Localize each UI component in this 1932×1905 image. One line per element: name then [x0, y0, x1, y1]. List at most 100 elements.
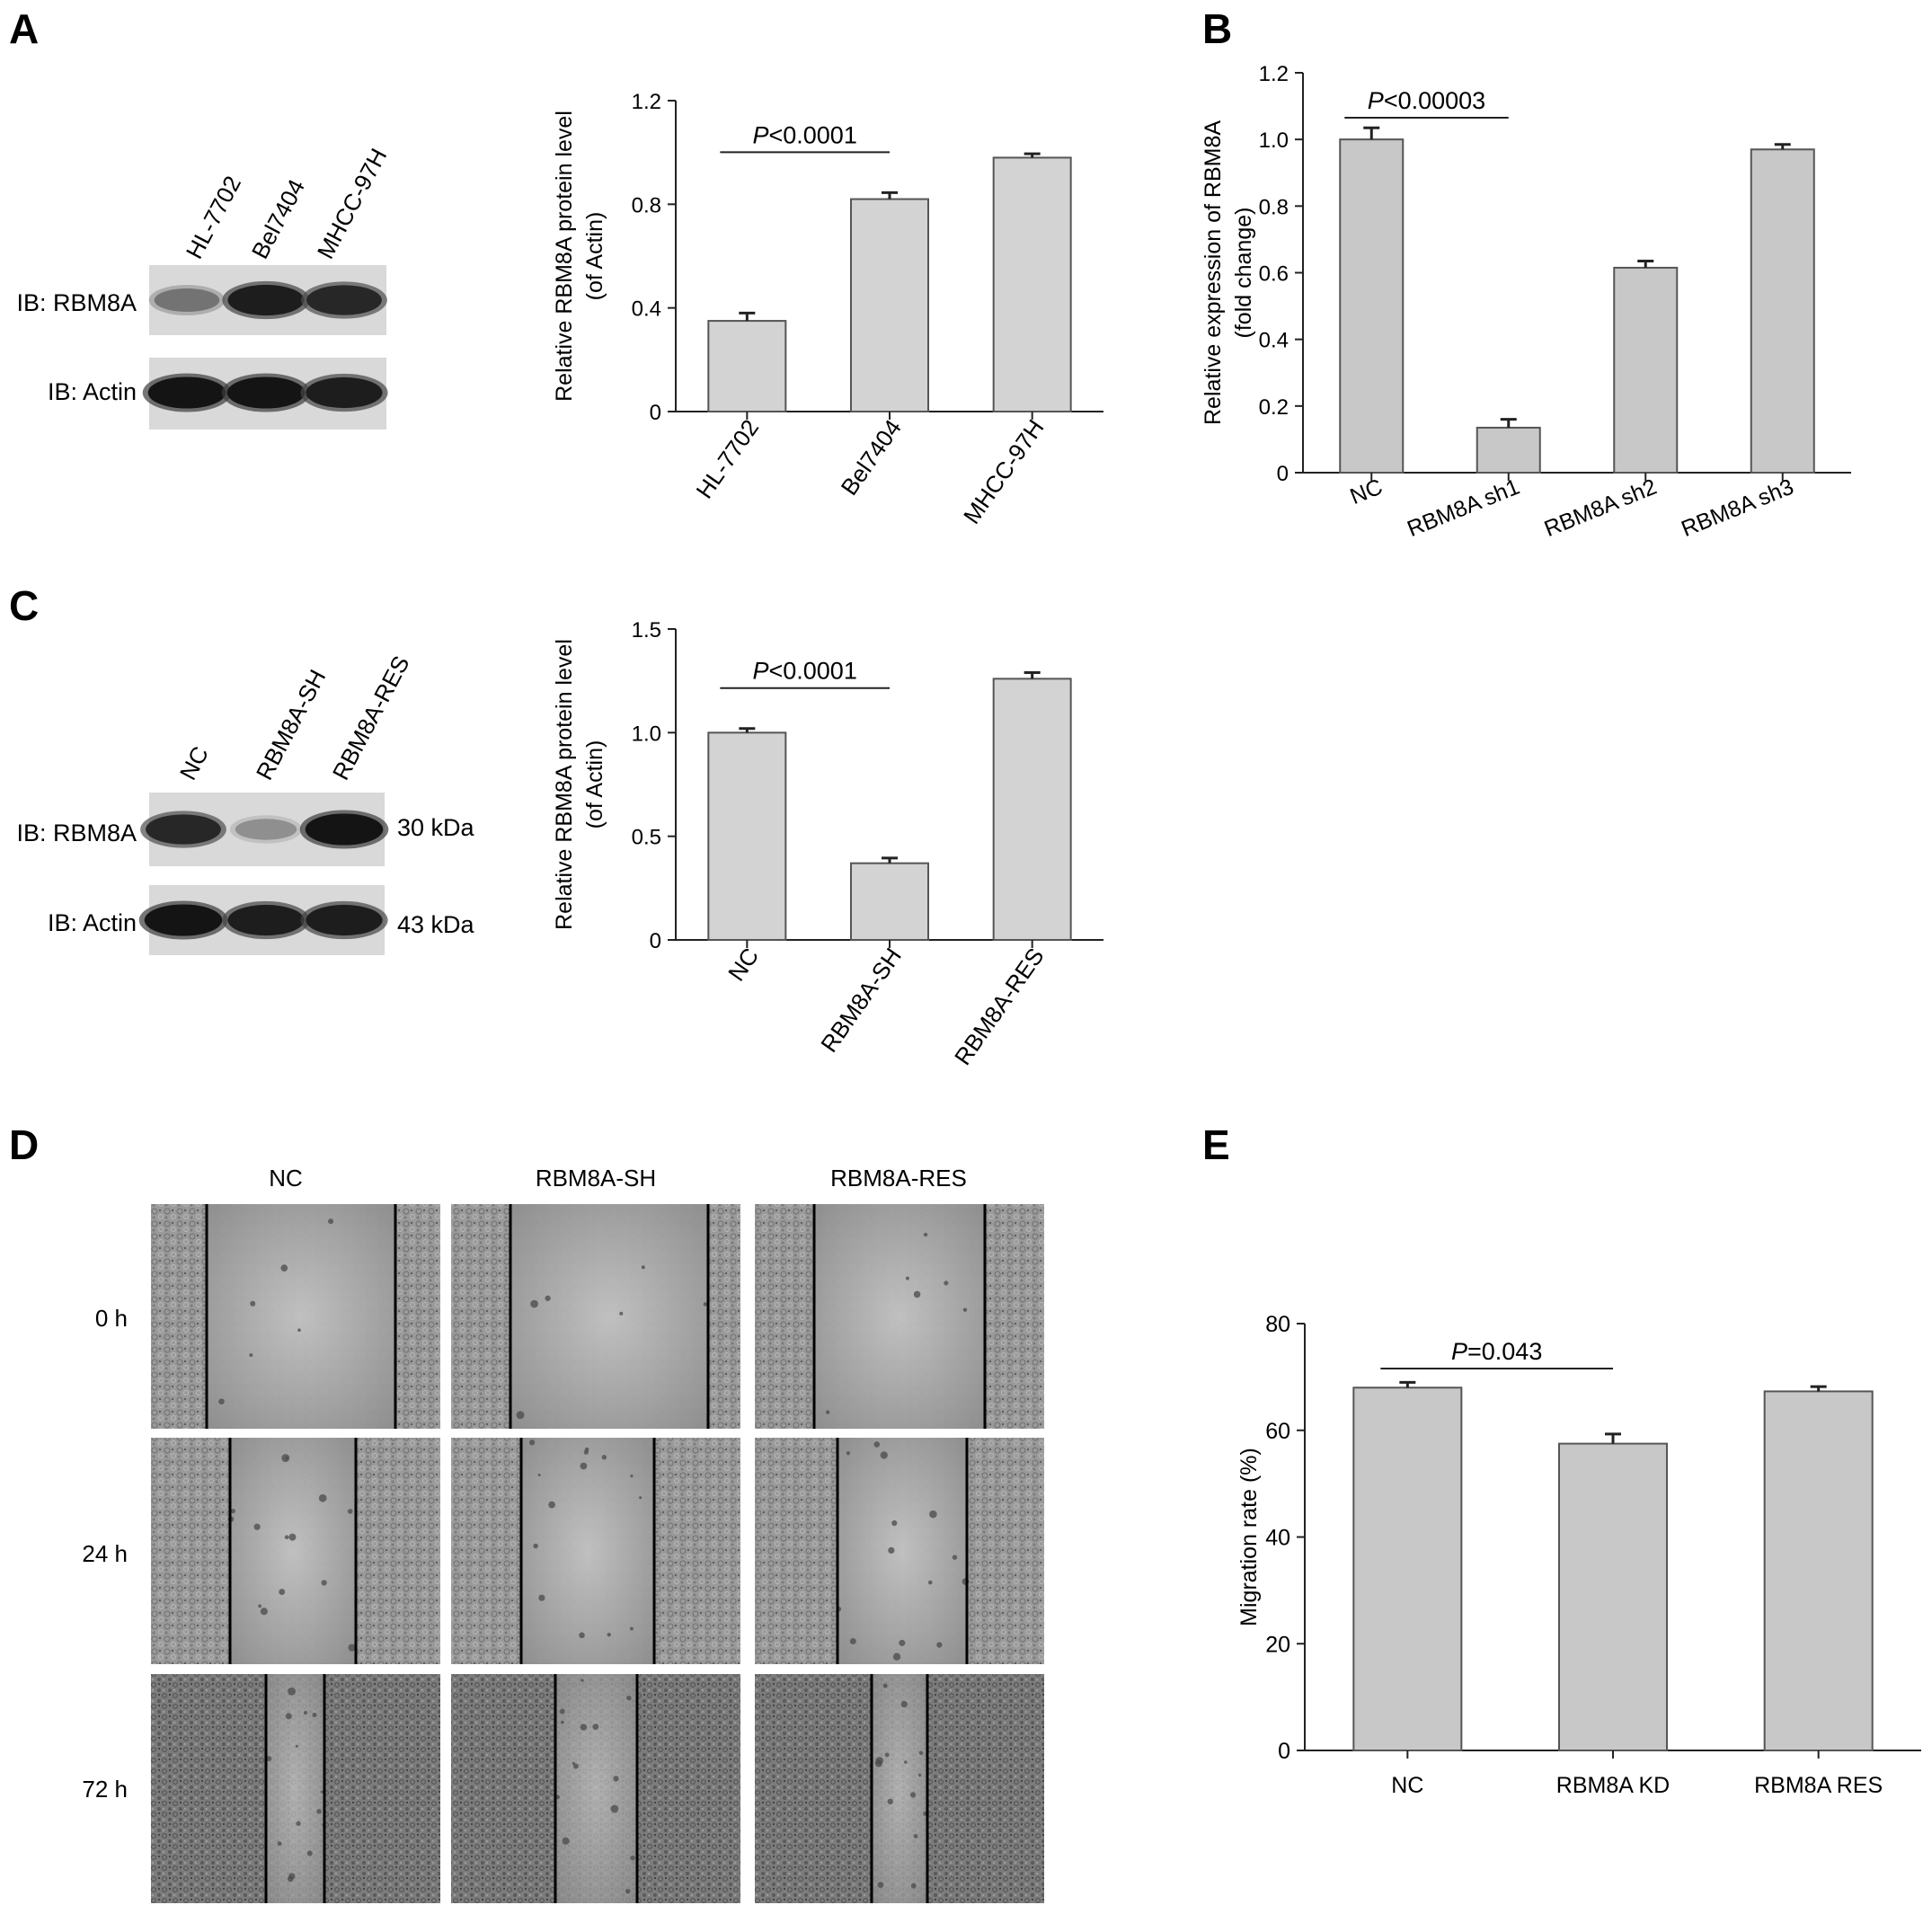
wound-debris	[846, 1451, 850, 1456]
blot-band	[306, 377, 383, 409]
significance-value: <0.0001	[768, 121, 856, 148]
wound-debris	[626, 1696, 632, 1701]
bar	[707, 320, 787, 413]
bar	[850, 862, 929, 941]
wound-debris	[277, 1841, 282, 1847]
bar	[850, 198, 929, 412]
blot-c-lane-label: RBM8A-RES	[327, 651, 415, 784]
blot-band	[154, 288, 220, 313]
blot-c-lane-label: RBM8A-SH	[251, 665, 332, 784]
blot-a-lane-label: Bel7404	[246, 174, 310, 262]
wound-debris	[583, 1449, 589, 1455]
bar	[1352, 1387, 1463, 1751]
wound-debris	[601, 1455, 607, 1460]
y-tick-label: 20	[1265, 1632, 1290, 1657]
wound-debris	[537, 1473, 541, 1476]
y-tick-label: 0.8	[632, 193, 661, 217]
x-tick-label: RBM8A sh1	[1404, 474, 1523, 542]
wound-debris	[580, 1679, 584, 1682]
wound-debris	[630, 1626, 634, 1631]
wound-row-label: 72 h	[82, 1776, 128, 1803]
significance-label: P<0.00003	[1368, 87, 1485, 114]
wound-debris	[917, 1773, 922, 1777]
wound-debris	[347, 1509, 353, 1514]
blot-c: NC RBM8A-SH RBM8A-RES IB: RBM8A 30 kDa I…	[16, 651, 475, 955]
y-axis-label-line: Migration rate (%)	[1236, 1448, 1262, 1626]
wound-row-label: 24 h	[82, 1540, 128, 1567]
wound-debris	[873, 1441, 881, 1448]
blot-band	[147, 377, 226, 409]
bar	[1558, 1442, 1668, 1751]
significance-value: =0.043	[1467, 1338, 1542, 1365]
x-tick-label: RBM8A-RES	[949, 943, 1050, 1069]
wound-debris	[296, 1821, 301, 1827]
wound-debris	[641, 1265, 645, 1270]
wound-debris	[630, 1855, 635, 1861]
y-axis-label: Relative expression of RBM8A (fold change…	[1201, 120, 1256, 425]
wound-debris	[918, 1750, 924, 1756]
wound-debris	[303, 1710, 308, 1715]
wound-debris	[905, 1276, 909, 1280]
wound-gap	[207, 1204, 395, 1429]
wound-debris	[952, 1555, 958, 1560]
wound-debris	[825, 1410, 830, 1414]
wound-debris	[284, 1535, 289, 1539]
wound-gap	[837, 1438, 967, 1664]
wound-debris	[316, 1809, 322, 1814]
wound-col-label: NC	[269, 1165, 303, 1192]
wound-debris	[927, 1580, 933, 1585]
x-tick-label: NC	[722, 943, 764, 986]
wound-debris	[295, 1744, 298, 1748]
wound-debris	[882, 1683, 888, 1688]
significance-p: P	[752, 658, 768, 685]
significance-p: P	[752, 121, 768, 148]
bar	[1339, 138, 1405, 474]
wound-debris	[913, 1290, 921, 1298]
blot-band	[305, 813, 384, 846]
significance-value: <0.0001	[768, 658, 856, 685]
wound-gap	[266, 1674, 324, 1903]
wound-debris	[962, 1307, 968, 1312]
wound-debris	[297, 1328, 301, 1333]
bar	[992, 678, 1072, 941]
wound-debris	[630, 1474, 634, 1478]
blot-a-lane-label: MHCC-97H	[312, 144, 393, 263]
x-tick-label: NC	[1347, 474, 1387, 509]
bar	[1763, 1390, 1874, 1751]
blot-a-row-label: IB: RBM8A	[16, 289, 137, 316]
blot-band	[146, 814, 221, 845]
wound-debris	[936, 1642, 943, 1648]
blot-c-row-label: IB: Actin	[48, 909, 137, 936]
y-tick-label: 80	[1265, 1312, 1290, 1337]
wound-debris	[619, 1311, 624, 1316]
y-tick-label: 40	[1265, 1526, 1290, 1551]
wound-debris	[285, 1713, 292, 1720]
wound-debris	[530, 1299, 538, 1308]
y-tick-label: 0.2	[1259, 395, 1289, 420]
wound-debris	[260, 1608, 268, 1616]
wound-debris	[560, 1720, 564, 1724]
y-axis-label-line: Relative RBM8A protein level	[552, 111, 577, 402]
y-axis-label-line: (of Actin)	[582, 212, 607, 301]
wound-gap	[521, 1438, 654, 1664]
wound-debris	[892, 1652, 901, 1661]
y-axis-label: Relative RBM8A protein level (of Actin)	[552, 111, 607, 402]
wound-debris	[253, 1523, 261, 1530]
x-tick-label: RBM8A KD	[1556, 1773, 1670, 1798]
bar	[707, 731, 787, 941]
wound-debris	[306, 1850, 313, 1856]
blot-a-band-row	[148, 280, 387, 320]
wound-debris	[528, 1440, 536, 1446]
wound-debris	[909, 1792, 917, 1798]
wound-images	[151, 1204, 1044, 1903]
y-tick-label: 1.0	[632, 722, 661, 746]
significance-value: <0.00003	[1384, 87, 1485, 114]
wound-debris	[533, 1543, 538, 1549]
wound-col-label: RBM8A-SH	[536, 1165, 656, 1192]
wound-debris	[849, 1638, 856, 1645]
wound-debris	[279, 1589, 286, 1596]
blot-band	[306, 904, 383, 936]
x-tick-label: NC	[1391, 1773, 1423, 1798]
wound-debris	[328, 1218, 334, 1225]
wound-debris	[884, 1752, 890, 1758]
